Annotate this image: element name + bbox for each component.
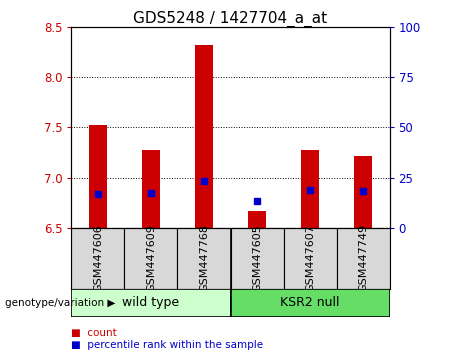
Bar	[354, 156, 372, 228]
Text: ■  percentile rank within the sample: ■ percentile rank within the sample	[71, 340, 264, 350]
Bar	[301, 150, 319, 228]
Bar	[71, 228, 124, 289]
Text: GSM447768: GSM447768	[199, 224, 209, 292]
Bar	[124, 228, 177, 289]
Bar	[195, 45, 213, 228]
Bar	[89, 125, 107, 228]
Bar	[142, 150, 160, 228]
Text: ■  count: ■ count	[71, 328, 117, 338]
Bar	[230, 289, 390, 317]
Text: genotype/variation ▶: genotype/variation ▶	[5, 298, 115, 308]
Text: wild type: wild type	[123, 296, 179, 309]
Bar	[248, 211, 266, 228]
Text: KSR2 null: KSR2 null	[280, 296, 340, 309]
Text: GSM447749: GSM447749	[358, 224, 368, 292]
Bar	[230, 228, 284, 289]
Text: GSM447607: GSM447607	[305, 224, 315, 292]
Bar	[337, 228, 390, 289]
Bar	[284, 228, 337, 289]
Text: GDS5248 / 1427704_a_at: GDS5248 / 1427704_a_at	[133, 11, 328, 27]
Bar	[177, 228, 230, 289]
Text: GSM447606: GSM447606	[93, 224, 103, 292]
Text: GSM447605: GSM447605	[252, 224, 262, 292]
Text: GSM447609: GSM447609	[146, 224, 156, 292]
Bar	[71, 289, 230, 317]
